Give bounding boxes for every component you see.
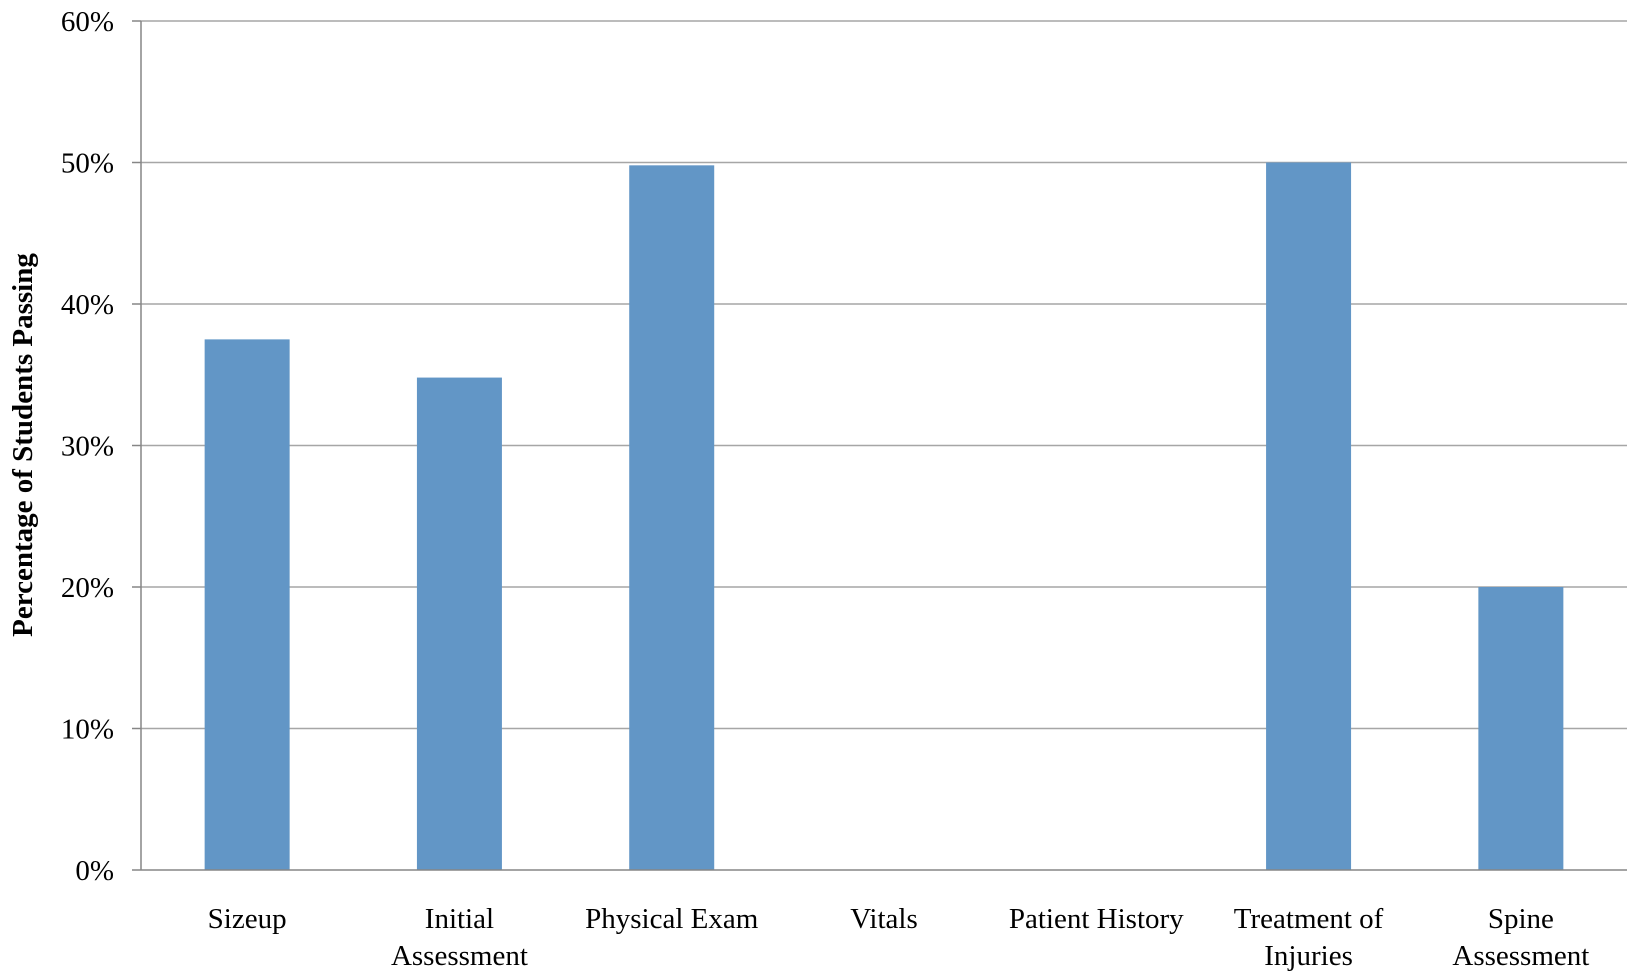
x-tick-label: Sizeup: [208, 903, 287, 935]
bar: [1478, 587, 1563, 870]
y-tick-label: 10%: [61, 714, 114, 746]
x-tick-label-line: Spine: [1488, 903, 1554, 935]
x-tick-label: Spine Assessment: [1452, 903, 1589, 972]
y-tick-labels: 0% 10% 20% 30% 40% 50% 60%: [61, 6, 114, 887]
gridlines: [141, 21, 1627, 729]
y-axis-title: Percentage of Students Passing: [7, 253, 39, 637]
x-tick-label-line: Initial: [425, 903, 494, 935]
y-tick-label: 0%: [75, 855, 114, 887]
x-tick-label-line: Injuries: [1264, 940, 1353, 972]
x-tick-label: Initial Assessment: [391, 903, 528, 972]
x-tick-label-line: Physical Exam: [585, 903, 759, 935]
bar: [629, 165, 714, 870]
y-tick-label: 30%: [61, 431, 114, 463]
x-tick-label-line: Patient History: [1009, 903, 1184, 935]
bar: [417, 378, 502, 870]
x-tick-label-line: Assessment: [391, 940, 528, 972]
y-tick-label: 50%: [61, 148, 114, 180]
bar: [1266, 163, 1351, 871]
bar: [205, 339, 290, 870]
x-tick-label-line: Treatment of: [1234, 903, 1384, 935]
x-tick-label-line: Vitals: [850, 903, 918, 935]
x-tick-label: Physical Exam: [585, 903, 759, 935]
x-tick-label: Vitals: [850, 903, 918, 935]
bars: [205, 163, 1564, 871]
x-tick-label-line: Sizeup: [208, 903, 287, 935]
x-category-labels: Sizeup Initial Assessment Physical Exam Vita…: [208, 903, 1590, 972]
x-tick-label-line: Assessment: [1452, 940, 1589, 972]
y-tick-label: 40%: [61, 289, 114, 321]
y-tick-label: 60%: [61, 6, 114, 38]
y-tick-label: 20%: [61, 572, 114, 604]
x-tick-label: Patient History: [1009, 903, 1184, 935]
x-tick-label: Treatment of Injuries: [1234, 903, 1384, 972]
